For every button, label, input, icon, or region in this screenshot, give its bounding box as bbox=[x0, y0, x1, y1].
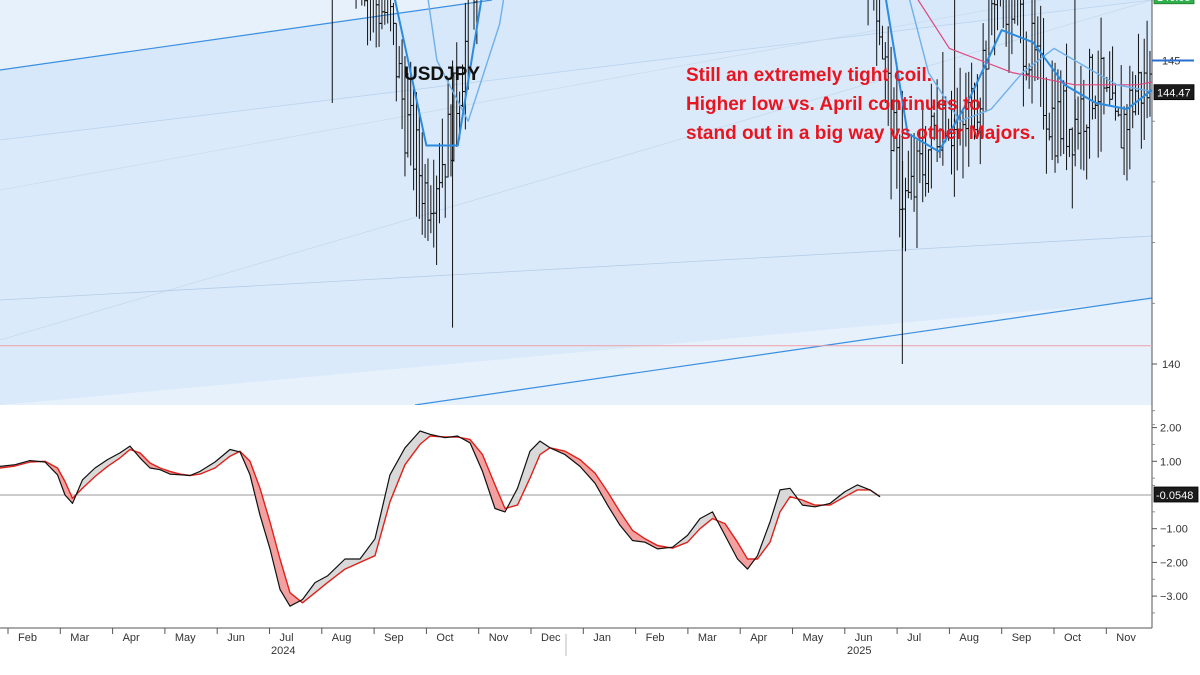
month-label: Aug bbox=[959, 632, 979, 644]
month-label: Oct bbox=[436, 632, 453, 644]
osc-fill-up bbox=[517, 451, 530, 506]
price-tag-box bbox=[1153, 0, 1195, 5]
month-label: Dec bbox=[541, 632, 561, 644]
time-axis: Feb Mar Apr May Jun Jul Aug Sep Oct Nov Dec Jan Feb M… bbox=[7, 628, 1136, 657]
osc-fill-down bbox=[725, 523, 738, 560]
osc-tick-label: 1.00 bbox=[1160, 456, 1181, 468]
osc-fill-down bbox=[270, 521, 280, 590]
month-label: Apr bbox=[123, 632, 140, 644]
year-label-2024: 2024 bbox=[271, 645, 295, 657]
osc-fill-down bbox=[250, 461, 260, 516]
osc-fill-up bbox=[420, 430, 430, 445]
osc-fill-up bbox=[390, 447, 405, 502]
osc-fill-down bbox=[645, 538, 658, 549]
year-label-2025: 2025 bbox=[847, 645, 871, 657]
annotation-line-2: Higher low vs. April continues to bbox=[686, 94, 981, 115]
ma-fast-line bbox=[394, 0, 1152, 153]
osc-fill-up bbox=[780, 488, 790, 512]
osc-fill-down bbox=[607, 491, 620, 526]
osc-fill-down bbox=[280, 559, 290, 607]
osc-fill-up bbox=[687, 518, 700, 543]
month-label: Jun bbox=[227, 632, 245, 644]
price-tag-label: 144.47 bbox=[1157, 88, 1191, 100]
month-label: Feb bbox=[646, 632, 665, 644]
month-label: Oct bbox=[1064, 632, 1081, 644]
month-label: Feb bbox=[18, 632, 37, 644]
chart-title: USDJPY bbox=[404, 64, 480, 85]
osc-fill-down bbox=[737, 542, 748, 570]
osc-fill-down bbox=[482, 454, 495, 509]
osc-fill-down bbox=[260, 488, 270, 549]
month-label: Apr bbox=[750, 632, 767, 644]
oscillator-axis-ticks: 2.00 1.00 −1.00 −2.00 −3.00 bbox=[1152, 410, 1188, 614]
month-label: Jul bbox=[907, 632, 921, 644]
oscillator-panel bbox=[0, 430, 1152, 607]
osc-fast-line bbox=[0, 430, 881, 607]
osc-fill-up bbox=[405, 430, 420, 465]
osc-tick-label: −2.00 bbox=[1160, 557, 1188, 569]
month-label: Mar bbox=[70, 632, 89, 644]
month-label: Nov bbox=[489, 632, 509, 644]
osc-fill-up bbox=[215, 449, 230, 469]
osc-tick-label: −3.00 bbox=[1160, 591, 1188, 603]
osc-fill-down bbox=[140, 452, 150, 469]
month-label: Sep bbox=[384, 632, 404, 644]
month-label: May bbox=[175, 632, 196, 644]
month-label: Sep bbox=[1012, 632, 1032, 644]
price-tag-box bbox=[1153, 84, 1195, 101]
osc-fill-up bbox=[95, 459, 108, 477]
month-label: Aug bbox=[332, 632, 352, 644]
osc-fill-up bbox=[540, 441, 550, 455]
ma-pink-line bbox=[917, 0, 1152, 86]
osc-slow-line bbox=[0, 435, 881, 604]
osc-fill-up bbox=[375, 474, 390, 556]
price-tag-2: 144.47 bbox=[1153, 84, 1195, 101]
osc-tick-label: 2.00 bbox=[1160, 423, 1181, 435]
osc-fill-up bbox=[345, 559, 360, 570]
osc-fill-up bbox=[700, 511, 713, 529]
osc-fill-down bbox=[565, 451, 580, 467]
osc-fill-up bbox=[107, 452, 120, 467]
osc-tag-box bbox=[1153, 486, 1199, 503]
osc-fill-up bbox=[845, 484, 858, 497]
osc-fill-up bbox=[770, 489, 780, 543]
osc-fill-up bbox=[327, 559, 345, 583]
osc-tag-label: -0.0548 bbox=[1156, 490, 1193, 502]
month-label: Jan bbox=[593, 632, 611, 644]
osc-tick-label: −1.00 bbox=[1160, 524, 1188, 536]
osc-fill-down bbox=[595, 473, 608, 506]
osc-fill-up bbox=[530, 441, 540, 479]
osc-fill-up bbox=[315, 575, 328, 593]
month-label: May bbox=[803, 632, 824, 644]
channel-fills bbox=[0, 0, 1152, 405]
osc-fill-down bbox=[580, 459, 595, 484]
ma-slow-line bbox=[427, 0, 1152, 122]
month-label: Mar bbox=[698, 632, 717, 644]
annotation-line-3: stand out in a big way vs other Majors. bbox=[686, 123, 1035, 144]
price-tags: 149.70146.05144.47 bbox=[1152, 0, 1195, 101]
osc-fill-down bbox=[620, 511, 633, 541]
osc-fill-up bbox=[82, 468, 95, 489]
oscillator-tag: -0.0548 bbox=[1153, 486, 1199, 503]
price-tag-label: 146.05 bbox=[1157, 0, 1191, 4]
annotation-line-1: Still an extremely tight coil. bbox=[686, 65, 932, 86]
month-label: Jun bbox=[855, 632, 873, 644]
month-label: Nov bbox=[1116, 632, 1136, 644]
price-tick-label: 140 bbox=[1162, 359, 1180, 371]
moving-averages bbox=[394, 0, 1152, 153]
price-tag-1: 146.05 bbox=[1153, 0, 1195, 5]
month-label: Jul bbox=[280, 632, 294, 644]
horizontal-levels bbox=[0, 345, 1152, 347]
